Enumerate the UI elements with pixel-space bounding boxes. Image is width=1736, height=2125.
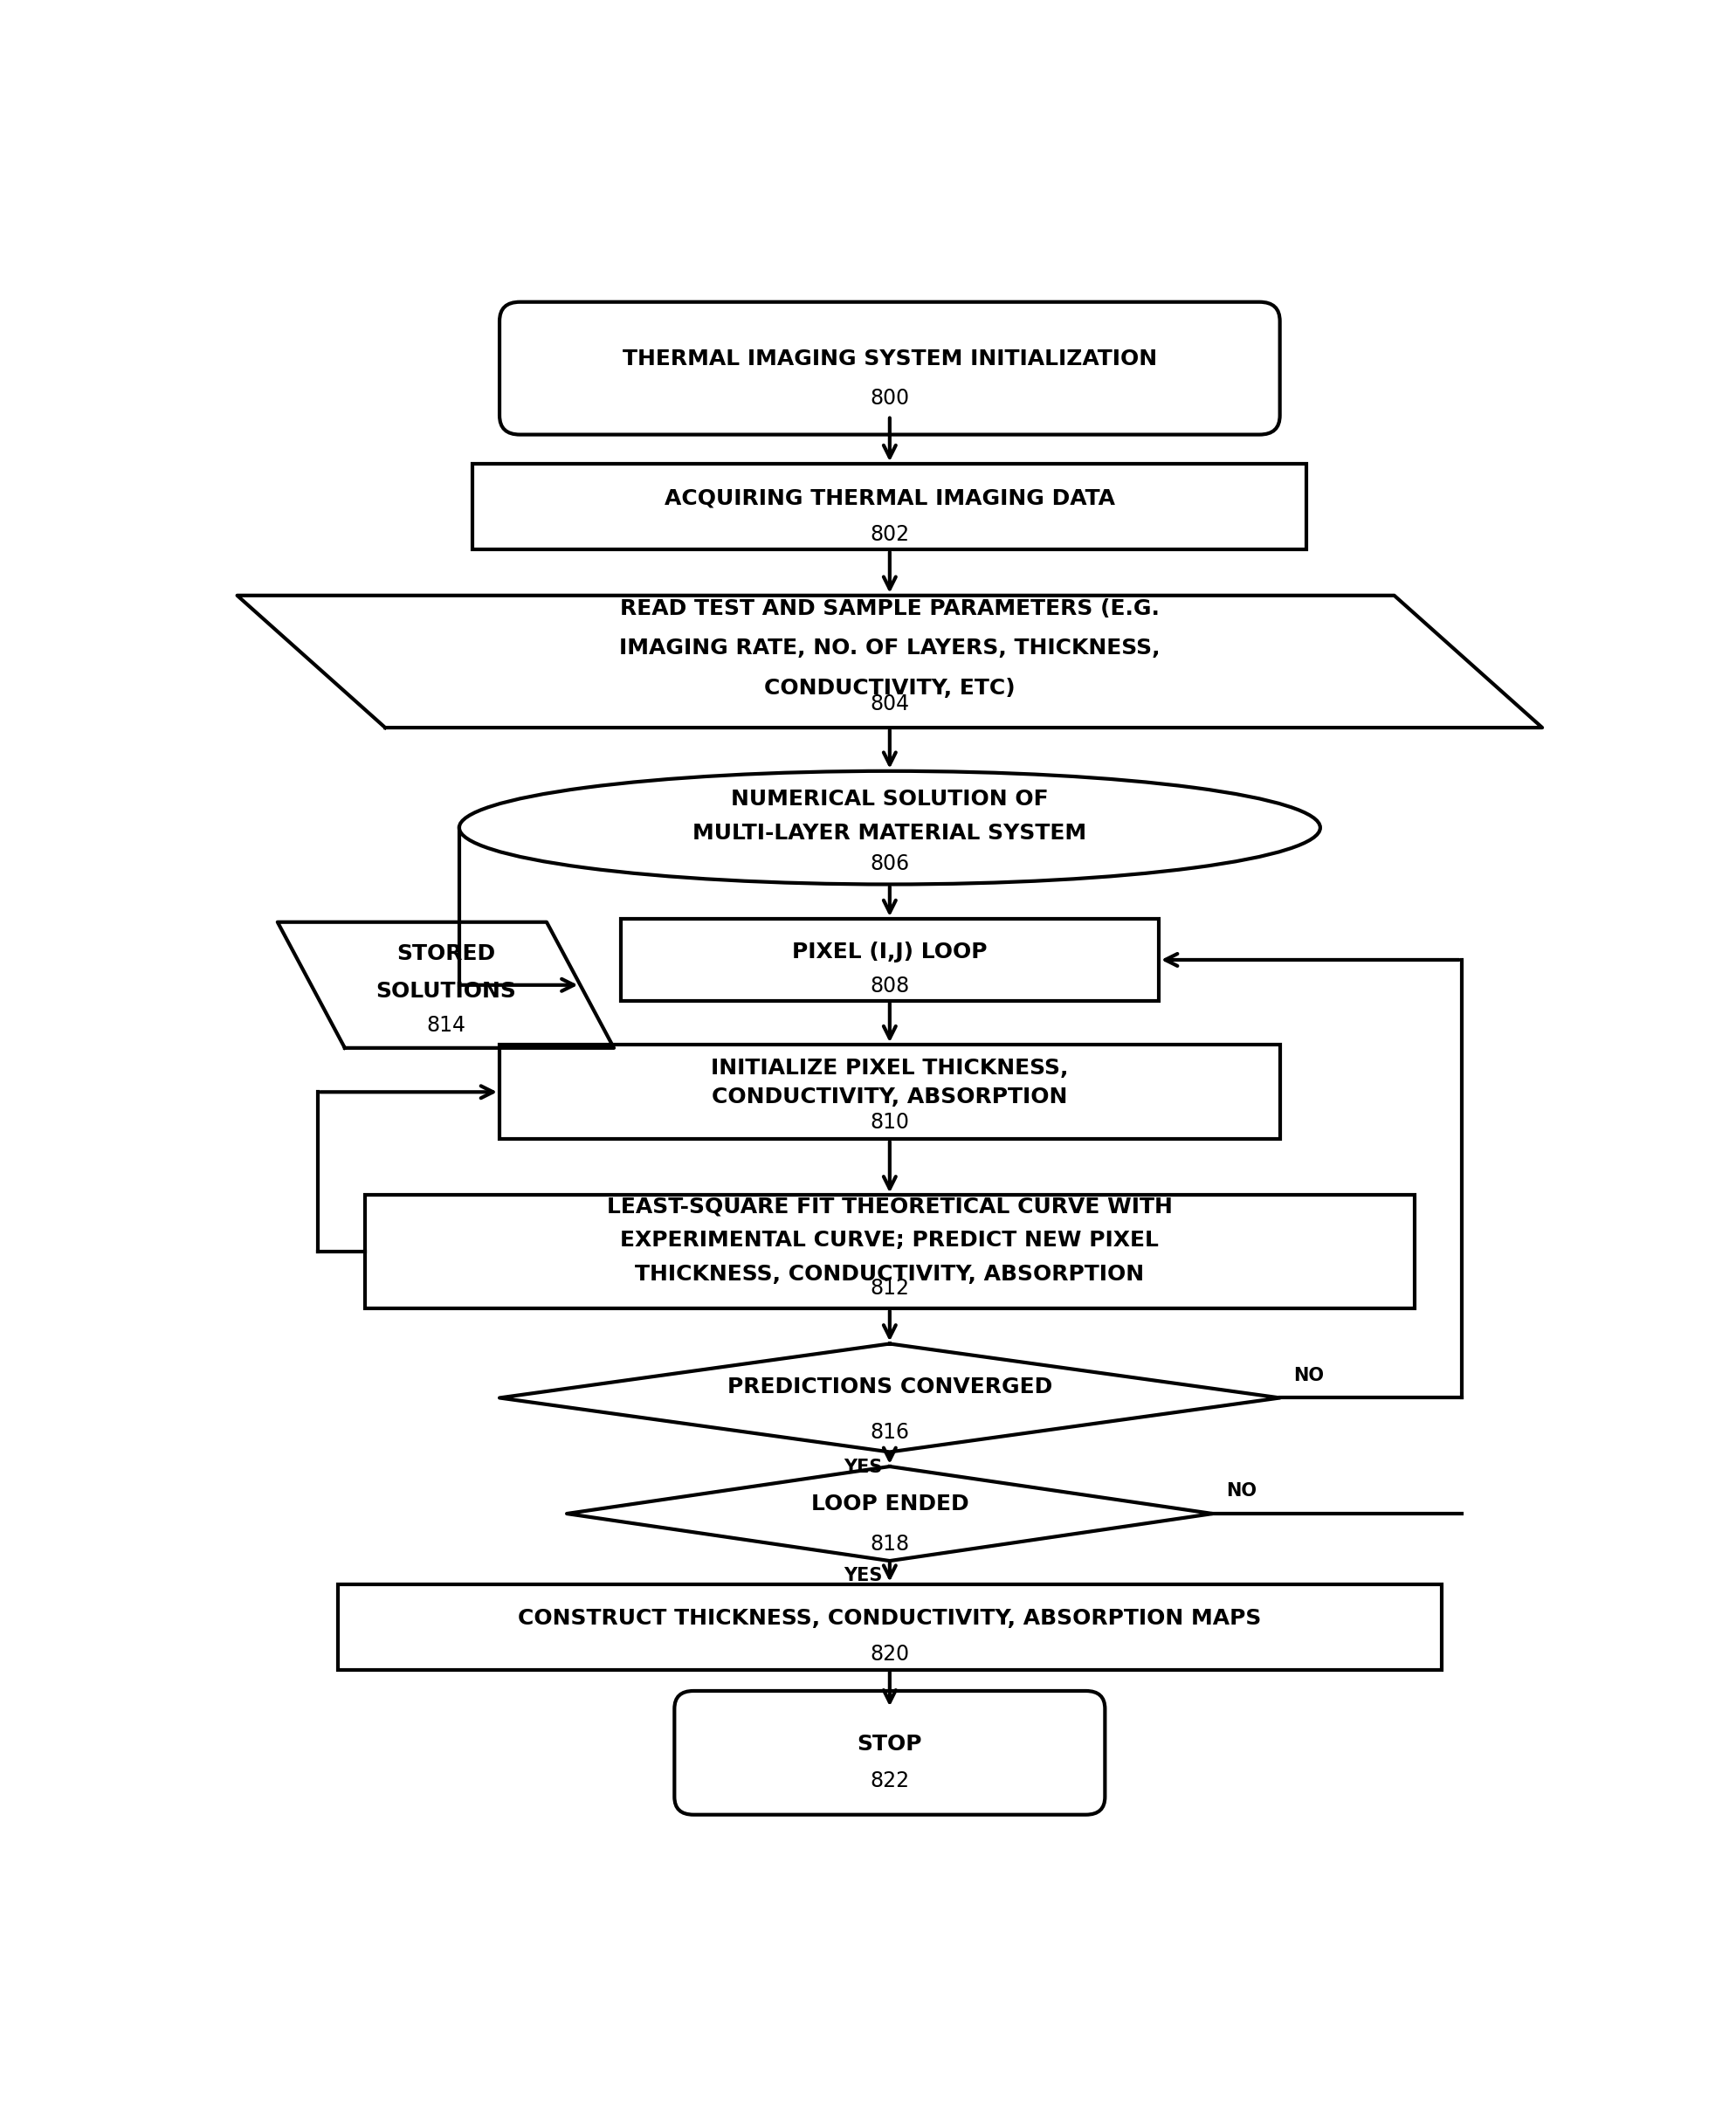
Text: CONDUCTIVITY, ETC): CONDUCTIVITY, ETC) (764, 678, 1016, 699)
Text: 808: 808 (870, 975, 910, 997)
Text: 816: 816 (870, 1422, 910, 1443)
Text: NO: NO (1293, 1366, 1325, 1383)
Bar (500, 1046, 1279, 1139)
Text: 818: 818 (870, 1534, 910, 1553)
Text: 800: 800 (870, 389, 910, 408)
Bar (365, 1194, 1415, 1309)
Bar (621, 918, 1160, 1001)
Text: PREDICTIONS CONVERGED: PREDICTIONS CONVERGED (727, 1377, 1052, 1398)
Text: MULTI-LAYER MATERIAL SYSTEM: MULTI-LAYER MATERIAL SYSTEM (693, 822, 1087, 844)
Text: 804: 804 (870, 693, 910, 714)
FancyBboxPatch shape (500, 302, 1279, 436)
Text: 802: 802 (870, 523, 910, 544)
Bar (472, 463, 1307, 550)
Text: IMAGING RATE, NO. OF LAYERS, THICKNESS,: IMAGING RATE, NO. OF LAYERS, THICKNESS, (620, 638, 1160, 659)
Text: 812: 812 (870, 1277, 910, 1298)
Text: 806: 806 (870, 854, 910, 873)
Text: 810: 810 (870, 1111, 910, 1133)
Text: READ TEST AND SAMPLE PARAMETERS (E.G.: READ TEST AND SAMPLE PARAMETERS (E.G. (620, 599, 1160, 618)
Polygon shape (238, 595, 1542, 727)
Text: 820: 820 (870, 1645, 910, 1664)
FancyBboxPatch shape (674, 1692, 1104, 1815)
Bar (339, 1583, 1441, 1670)
Text: STORED: STORED (396, 944, 495, 965)
Text: EXPERIMENTAL CURVE; PREDICT NEW PIXEL: EXPERIMENTAL CURVE; PREDICT NEW PIXEL (620, 1230, 1160, 1252)
Text: YES: YES (844, 1566, 882, 1585)
Text: CONSTRUCT THICKNESS, CONDUCTIVITY, ABSORPTION MAPS: CONSTRUCT THICKNESS, CONDUCTIVITY, ABSOR… (517, 1609, 1262, 1630)
Text: 814: 814 (425, 1016, 465, 1035)
Polygon shape (278, 922, 615, 1048)
Text: LOOP ENDED: LOOP ENDED (811, 1494, 969, 1515)
Text: NO: NO (1226, 1483, 1257, 1500)
Text: SOLUTIONS: SOLUTIONS (375, 982, 516, 1001)
Polygon shape (568, 1466, 1212, 1562)
Text: LEAST-SQUARE FIT THEORETICAL CURVE WITH: LEAST-SQUARE FIT THEORETICAL CURVE WITH (608, 1196, 1172, 1218)
Text: YES: YES (844, 1458, 882, 1475)
Text: THERMAL IMAGING SYSTEM INITIALIZATION: THERMAL IMAGING SYSTEM INITIALIZATION (623, 348, 1156, 370)
Polygon shape (500, 1343, 1279, 1451)
Text: INITIALIZE PIXEL THICKNESS,: INITIALIZE PIXEL THICKNESS, (712, 1058, 1068, 1080)
Text: STOP: STOP (858, 1734, 922, 1755)
Text: THICKNESS, CONDUCTIVITY, ABSORPTION: THICKNESS, CONDUCTIVITY, ABSORPTION (635, 1264, 1144, 1286)
Ellipse shape (458, 771, 1321, 884)
Text: NUMERICAL SOLUTION OF: NUMERICAL SOLUTION OF (731, 788, 1049, 810)
Text: ACQUIRING THERMAL IMAGING DATA: ACQUIRING THERMAL IMAGING DATA (665, 489, 1115, 508)
Text: 822: 822 (870, 1770, 910, 1791)
Text: CONDUCTIVITY, ABSORPTION: CONDUCTIVITY, ABSORPTION (712, 1086, 1068, 1107)
Text: PIXEL (I,J) LOOP: PIXEL (I,J) LOOP (792, 941, 988, 963)
